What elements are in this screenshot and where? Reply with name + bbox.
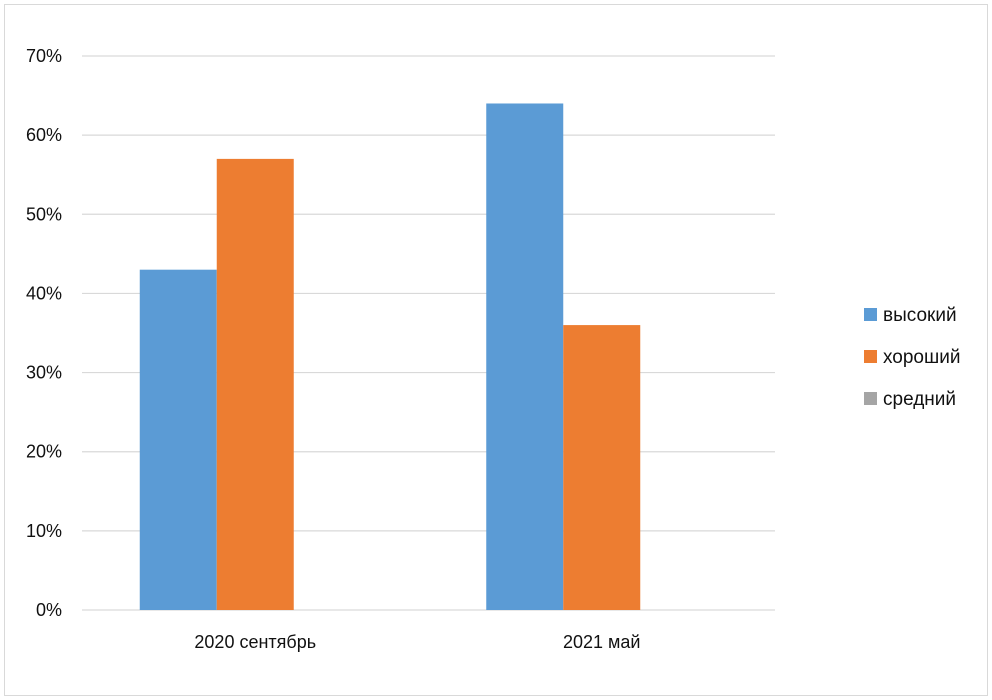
bar-2-2 <box>563 325 641 610</box>
legend-swatch <box>864 308 877 321</box>
y-tick-label: 50% <box>26 204 62 224</box>
bar-2-1 <box>216 158 294 610</box>
y-tick-label: 20% <box>26 442 62 462</box>
legend: высокий хороший средний <box>864 305 960 410</box>
y-tick-label: 30% <box>26 363 62 383</box>
legend-swatch <box>864 350 877 363</box>
y-tick-label: 40% <box>26 283 62 303</box>
legend-swatch <box>864 392 877 405</box>
legend-label: высокий <box>883 305 957 326</box>
bars <box>139 103 641 610</box>
x-tick-label: 2021 май <box>563 632 640 652</box>
bar-1-2 <box>486 103 564 610</box>
y-tick-label: 0% <box>36 600 62 620</box>
y-tick-label: 70% <box>26 46 62 66</box>
bar-1-1 <box>139 269 217 610</box>
y-tick-label: 10% <box>26 521 62 541</box>
legend-label: хороший <box>883 347 960 368</box>
y-tick-label: 60% <box>26 125 62 145</box>
y-axis-ticks: 0% 10% 20% 30% 40% 50% 60% 70% <box>26 46 62 620</box>
x-tick-label: 2020 сентябрь <box>194 632 316 652</box>
legend-label: средний <box>883 389 956 410</box>
x-axis-ticks: 2020 сентябрь 2021 май <box>194 632 640 652</box>
